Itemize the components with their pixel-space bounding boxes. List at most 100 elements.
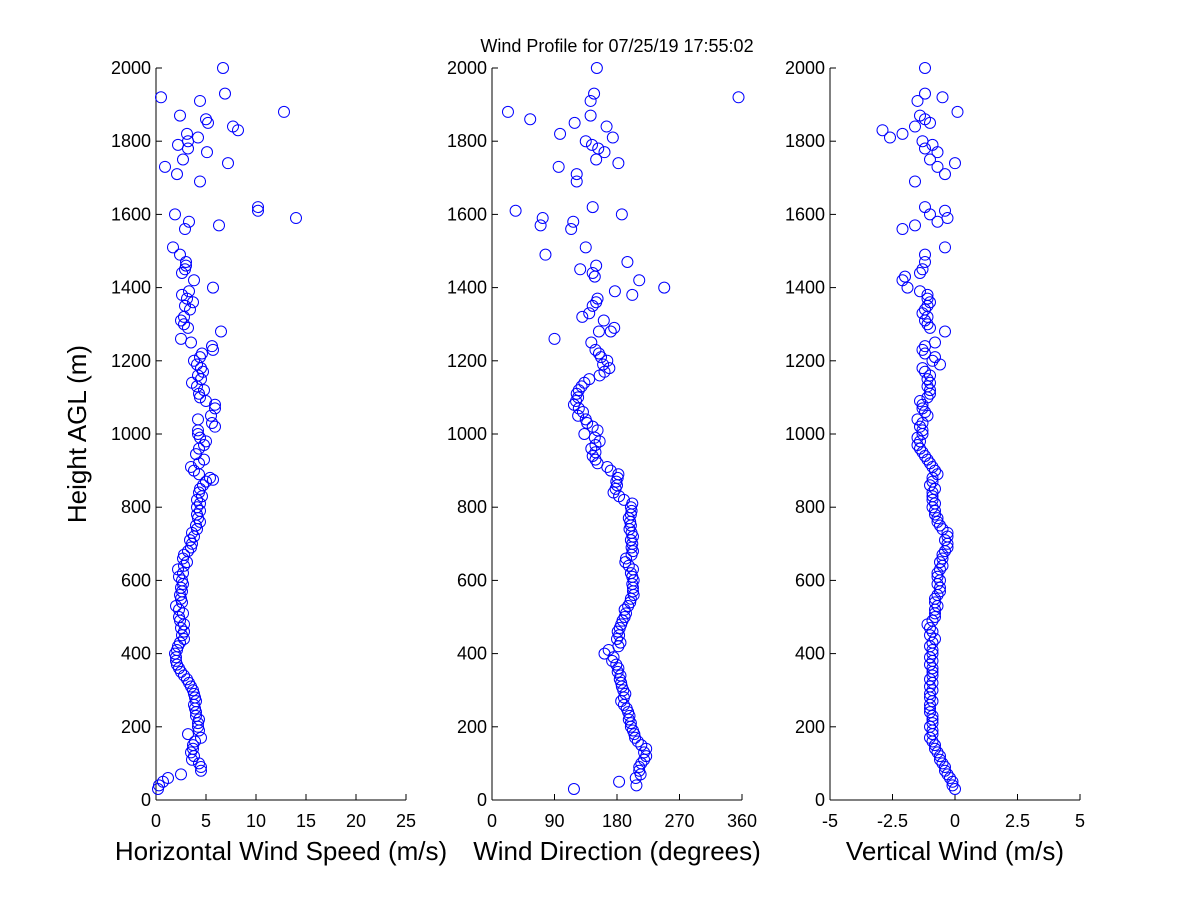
direction-data-point [604,464,617,477]
direction-data-point [612,468,625,481]
speed-data-point [182,321,194,334]
direction-x-tick-label: 90 [544,811,564,831]
direction-data-point [584,109,597,122]
vertical-x-tick-label: 5 [1075,811,1085,831]
vertical-data-point [909,175,921,188]
speed-data-point [252,204,264,217]
vertical-data-point [929,497,941,510]
vertical-data-point [911,438,924,451]
direction-data-point [570,168,583,181]
speed-data-point [179,299,191,312]
direction-data-point [509,204,522,217]
direction-data-point [576,310,589,323]
speed-data-point [207,281,219,294]
vertical-data-point [924,706,936,719]
vertical-data-point [934,581,946,594]
direction-data-point [589,438,602,451]
direction-data-point [584,94,597,107]
direction-y-tick-label: 0 [477,790,487,810]
vertical-data-point [926,669,939,682]
vertical-y-tick-label: 400 [795,644,825,664]
vertical-data-point [939,325,951,338]
direction-data-point [583,373,596,386]
vertical-data-point [919,347,931,360]
figure-title: Wind Profile for 07/25/19 17:55:02 [480,36,753,56]
vertical-data-point [926,614,939,627]
vertical-data-point [951,105,964,118]
direction-data-point [621,255,634,268]
speed-data-point [195,764,207,777]
speed-y-tick-label: 1200 [111,351,151,371]
speed-data-point [196,347,208,360]
direction-data-point [501,105,514,118]
direction-data-point [630,779,643,792]
direction-data-point [658,281,671,294]
direction-x-tick-label: 270 [664,811,694,831]
speed-data-point [169,208,181,221]
speed-data-point [191,358,203,371]
speed-data-point [191,508,203,521]
speed-data-point [219,87,231,100]
vertical-data-point [931,746,944,759]
vertical-data-point [914,266,926,279]
direction-data-point [554,127,567,140]
speed-data-point [175,332,187,345]
speed-data-point [187,742,199,755]
direction-panel: 0 200 400 600 800 1000 1200 1400 1600 1800 2000 0 90… [447,58,761,866]
speed-data-point [198,384,210,397]
speed-data-point [209,420,221,433]
speed-y-tick-label: 600 [121,570,151,590]
direction-data-point [579,135,592,148]
vertical-y-tick-label: 200 [795,717,825,737]
vertical-data-point [911,94,924,107]
direction-data-point [611,471,624,484]
vertical-data-point [924,673,936,686]
vertical-data-point [929,611,941,623]
vertical-data-point [914,442,926,455]
vertical-data-point [919,365,931,378]
speed-data-point [188,354,200,367]
direction-data-point [570,175,583,188]
speed-y-tick-label: 800 [121,497,151,517]
speed-data-point [194,482,206,495]
vertical-data-point [934,519,946,532]
vertical-data-point [916,402,929,415]
speed-data-point [197,479,209,492]
vertical-data-point [926,684,939,697]
vertical-data-point [926,717,939,730]
speed-data-point [179,223,191,236]
direction-data-point [606,131,619,144]
direction-data-point [589,343,602,356]
speed-panel: 0 200 400 600 800 1000 1200 1400 1600 1800 2000 0 5 1… [62,58,447,866]
vertical-panel: 0 200 400 600 800 1000 1200 1400 1600 1800 2000 -5 -… [785,58,1085,866]
vertical-data-point [924,479,936,492]
direction-data-point [608,285,621,298]
direction-data-point [548,332,561,345]
speed-data-point [207,473,219,486]
vertical-data-point [909,219,921,232]
direction-data-point [598,647,611,660]
speed-x-tick-label: 20 [346,811,366,831]
speed-y-tick-label: 0 [141,790,151,810]
vertical-data-point [939,168,951,181]
vertical-data-point [936,757,949,770]
direction-data-point [614,669,627,682]
direction-data-point [604,325,617,338]
vertical-data-point [929,504,941,517]
direction-x-tick-label: 0 [487,811,497,831]
vertical-data-point [876,124,889,137]
vertical-y-tick-label: 1400 [785,278,825,298]
speed-data-point [215,325,227,338]
direction-data-point [579,413,592,426]
vertical-data-point [924,687,936,700]
direction-data-point [586,201,599,214]
speed-data-point [182,142,194,155]
vertical-y-tick-label: 1000 [785,424,825,444]
vertical-data-point [939,534,951,547]
speed-data-point [192,428,204,440]
speed-data-point [176,574,188,587]
direction-data-point [592,347,605,360]
direction-data-point [626,288,639,301]
speed-data-point [188,274,200,287]
